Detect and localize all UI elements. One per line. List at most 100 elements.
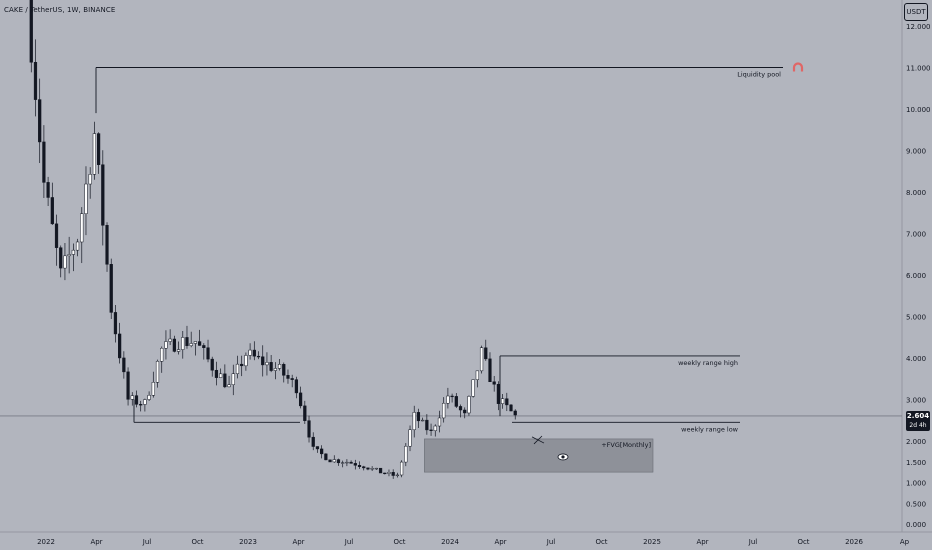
candle-body xyxy=(256,355,261,358)
candle-body xyxy=(429,429,433,431)
candle-body xyxy=(96,133,101,165)
y-tick-label: 0.000 xyxy=(906,521,926,529)
candle-body xyxy=(433,425,437,431)
candle-body xyxy=(395,474,400,477)
candle-body xyxy=(454,396,458,407)
y-tick-label: 11.000 xyxy=(906,65,931,73)
candle-body xyxy=(311,436,315,447)
level-label-range-high: weekly range high xyxy=(678,359,738,367)
candle-body xyxy=(324,453,328,461)
magnet-icon xyxy=(792,62,804,72)
candle-body xyxy=(500,398,505,404)
candle-body xyxy=(46,182,50,198)
candle-body xyxy=(223,373,227,388)
candle-body xyxy=(80,213,84,243)
candle-body xyxy=(277,364,282,369)
candle-body xyxy=(273,368,277,371)
candle-body xyxy=(442,402,446,419)
y-tick-label: 3.000 xyxy=(906,397,926,405)
candle-body xyxy=(505,398,509,406)
x-tick-label: Jul xyxy=(142,538,152,546)
candle-body xyxy=(408,429,412,447)
candle-body xyxy=(282,364,286,376)
candle-body xyxy=(496,384,501,404)
candle-body xyxy=(248,349,252,356)
candle-body xyxy=(101,164,105,226)
candle-body xyxy=(197,341,202,346)
candle-body xyxy=(265,362,269,366)
x-tick-label: Oct xyxy=(595,538,607,546)
candle-body xyxy=(219,373,223,378)
candle-body xyxy=(38,99,42,143)
candle-body xyxy=(303,405,307,421)
x-tick-label: Oct xyxy=(797,538,809,546)
x-tick-label: 2024 xyxy=(441,538,459,546)
candle-body xyxy=(374,467,378,470)
candle-body xyxy=(349,461,353,464)
candle-body xyxy=(484,347,488,360)
candle-body xyxy=(189,343,193,346)
candle-body xyxy=(84,183,88,214)
candle-body xyxy=(353,463,357,466)
x-tick-label: 2025 xyxy=(643,538,661,546)
candle-body xyxy=(416,412,421,422)
candle-body xyxy=(383,472,387,475)
candle-body xyxy=(404,445,408,463)
y-tick-label: 2.000 xyxy=(906,438,926,446)
candle-body xyxy=(286,375,290,379)
candle-body xyxy=(202,345,206,348)
candle-body xyxy=(126,371,130,400)
x-tick-label: Apr xyxy=(292,538,304,546)
candle-body xyxy=(134,395,139,405)
candle-body xyxy=(366,467,370,470)
candle-body xyxy=(67,254,71,257)
last-price-value: 2.604 xyxy=(906,412,930,420)
y-tick-label: 1.500 xyxy=(906,459,926,467)
x-tick-label: Jul xyxy=(344,538,354,546)
candle-body xyxy=(155,361,160,383)
fvg-zone xyxy=(424,438,654,473)
candle-body xyxy=(412,412,416,431)
y-tick-label: 1.000 xyxy=(906,480,926,488)
candle-body xyxy=(227,384,231,388)
candle-body xyxy=(450,395,454,398)
candle-body xyxy=(29,0,33,63)
y-tick-label: 7.000 xyxy=(906,231,926,239)
candle-body xyxy=(50,197,54,225)
candle-body xyxy=(168,338,172,342)
candle-body xyxy=(193,341,198,344)
candle-body xyxy=(269,362,273,371)
candle-body xyxy=(488,358,492,383)
candle-body xyxy=(160,347,164,362)
currency-badge[interactable]: USDT xyxy=(904,3,928,21)
candle-body xyxy=(118,333,122,359)
candle-body xyxy=(294,379,299,394)
candle-body xyxy=(437,417,442,427)
candle-body xyxy=(172,338,176,352)
x-tick-label: 2026 xyxy=(845,538,863,546)
candle-body xyxy=(206,347,210,360)
candle-body xyxy=(471,379,475,397)
candle-body xyxy=(341,462,345,464)
candle-body xyxy=(290,378,294,380)
candle-body xyxy=(315,446,320,450)
level-label-liquidity-pool: Liquidity pool xyxy=(737,71,781,79)
candle-body xyxy=(59,247,63,269)
candle-body xyxy=(446,395,450,404)
candle-body xyxy=(185,337,189,346)
candle-body xyxy=(210,358,214,371)
candle-body xyxy=(378,467,383,474)
candle-body xyxy=(399,461,404,476)
candle-body xyxy=(492,381,496,385)
candle-body xyxy=(320,448,324,455)
candle-body xyxy=(113,312,118,335)
candle-body xyxy=(147,394,151,400)
y-tick-label: 6.000 xyxy=(906,272,926,280)
candle-body xyxy=(105,225,109,265)
candle-body xyxy=(357,465,362,467)
x-tick-label: 2023 xyxy=(239,538,257,546)
y-tick-label: 5.000 xyxy=(906,314,926,322)
candle-body xyxy=(421,419,425,422)
candle-body xyxy=(109,264,113,313)
